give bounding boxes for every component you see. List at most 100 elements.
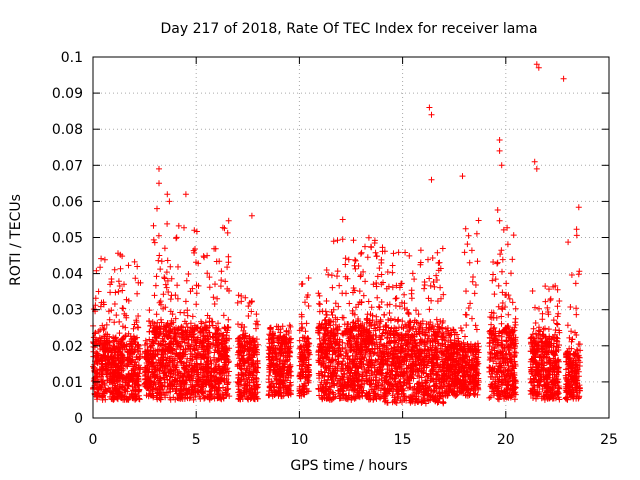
data-point <box>116 330 123 337</box>
data-point <box>323 311 330 318</box>
data-point <box>168 353 174 360</box>
data-point <box>172 315 179 322</box>
data-point <box>181 224 187 231</box>
data-point <box>224 264 231 271</box>
data-point <box>248 351 255 358</box>
data-point <box>222 351 228 358</box>
data-point <box>439 245 446 252</box>
data-point <box>431 283 438 290</box>
data-point <box>190 334 197 340</box>
data-point <box>268 357 275 364</box>
data-point <box>115 377 122 384</box>
data-point <box>235 321 241 328</box>
data-point <box>106 316 113 323</box>
data-point <box>126 342 133 349</box>
data-point <box>203 376 210 383</box>
data-point <box>125 297 132 304</box>
data-point <box>329 312 336 318</box>
data-point <box>334 268 341 275</box>
data-point <box>197 395 204 402</box>
data-point <box>150 379 157 386</box>
data-point <box>154 346 161 353</box>
data-point <box>216 348 223 355</box>
data-point <box>117 344 124 351</box>
data-point <box>280 384 287 391</box>
data-point <box>208 394 215 401</box>
data-point <box>146 381 153 388</box>
data-point <box>244 365 251 372</box>
data-point <box>174 295 181 302</box>
data-point <box>184 340 191 347</box>
data-point <box>101 382 108 389</box>
data-point <box>95 328 102 335</box>
data-point <box>175 263 181 270</box>
data-point <box>151 334 158 341</box>
data-point <box>136 396 143 403</box>
data-point <box>218 352 225 359</box>
data-point <box>101 256 108 263</box>
data-point <box>212 347 219 353</box>
data-point <box>208 318 215 325</box>
data-point <box>409 270 416 277</box>
data-point <box>157 328 164 335</box>
data-point <box>150 324 157 331</box>
data-point <box>238 381 244 388</box>
data-point <box>130 371 137 378</box>
data-point <box>372 249 379 256</box>
data-point <box>167 263 174 270</box>
data-point <box>225 316 232 323</box>
data-point <box>111 380 118 387</box>
data-point <box>131 321 138 328</box>
data-point <box>213 330 220 337</box>
data-point <box>273 388 280 395</box>
data-point <box>176 387 182 394</box>
data-point <box>204 252 211 259</box>
data-point <box>204 394 211 401</box>
data-point <box>305 347 312 354</box>
data-point <box>161 348 168 355</box>
data-point <box>152 282 159 289</box>
data-point <box>223 387 229 394</box>
data-point <box>277 343 284 349</box>
data-point <box>104 331 111 338</box>
data-point <box>190 375 197 382</box>
data-point <box>106 387 113 393</box>
data-point <box>101 340 108 347</box>
data-point <box>145 375 152 382</box>
data-point <box>94 396 101 403</box>
data-point <box>305 377 312 384</box>
data-point <box>193 324 200 331</box>
data-point <box>131 381 138 388</box>
data-point <box>195 387 202 394</box>
data-point <box>95 288 102 295</box>
data-point <box>114 352 121 359</box>
data-point <box>332 321 339 328</box>
data-point <box>399 318 406 325</box>
data-point <box>212 367 219 374</box>
data-point <box>165 366 172 373</box>
data-point <box>301 334 307 341</box>
data-point <box>302 355 309 361</box>
data-point <box>170 361 177 368</box>
data-point <box>116 318 123 325</box>
data-point <box>253 311 260 318</box>
data-point <box>266 344 273 351</box>
data-point <box>165 289 172 295</box>
data-point <box>225 217 232 224</box>
data-point <box>187 350 194 357</box>
data-point <box>119 253 126 260</box>
data-point <box>364 311 371 318</box>
data-point <box>253 363 259 370</box>
data-point <box>200 348 207 355</box>
data-point <box>156 368 163 374</box>
data-point <box>163 284 170 291</box>
data-point <box>223 332 230 339</box>
data-point <box>121 281 127 288</box>
data-point <box>145 387 152 394</box>
data-point <box>157 266 164 273</box>
data-point <box>169 386 176 393</box>
data-point <box>97 303 104 310</box>
data-point <box>111 301 118 307</box>
data-point <box>215 356 222 363</box>
data-point <box>146 307 153 314</box>
